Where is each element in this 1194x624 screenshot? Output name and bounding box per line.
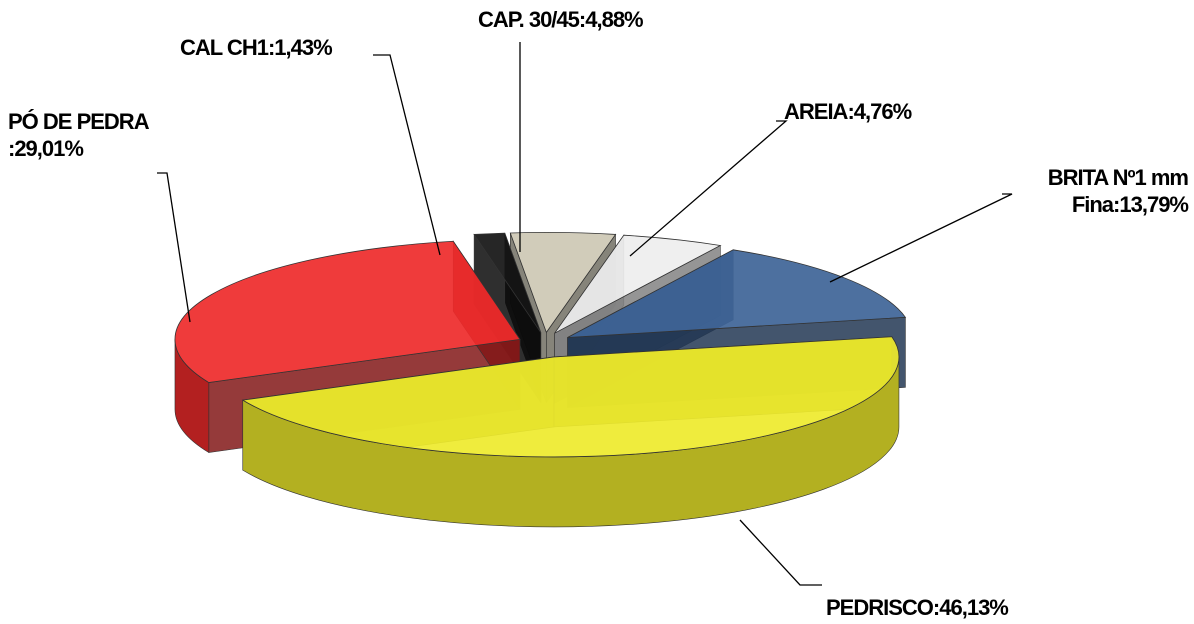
value-label: :46,13% <box>932 595 1009 620</box>
leader-line <box>157 172 191 323</box>
category-label: AREIA <box>784 99 848 124</box>
leader-line <box>829 193 1013 283</box>
slice-top <box>241 336 900 458</box>
slice-label: BRITA Nº1 mm Fina:13,79% <box>998 164 1189 218</box>
slice-top <box>509 232 617 334</box>
category-label: CAP. 30/45 <box>478 7 580 32</box>
slice <box>241 336 900 528</box>
slice-top <box>554 234 722 334</box>
leader-line <box>373 54 441 256</box>
category-label: PÓ DE PEDRA <box>8 109 150 134</box>
slice-label: AREIA:4,76% <box>784 98 912 125</box>
slice-top <box>473 232 542 333</box>
value-label: :1,43% <box>267 35 333 60</box>
leader-line <box>739 519 822 586</box>
slice-label: CAP. 30/45:4,88% <box>478 6 644 33</box>
slice-label: CAL CH1:1,43% <box>180 34 333 61</box>
category-label: BRITA Nº1 mm Fina <box>1047 165 1189 217</box>
slice-label: PEDRISCO:46,13% <box>826 594 1009 621</box>
slice-top <box>174 240 521 383</box>
leader-line <box>629 120 788 257</box>
category-label: PEDRISCO <box>826 595 934 620</box>
value-label: :4,76% <box>847 99 912 124</box>
value-label: :13,79% <box>1113 192 1189 217</box>
category-label: CAL CH1 <box>180 35 269 60</box>
slice-label: PÓ DE PEDRA:29,01% <box>8 108 150 162</box>
slice-top <box>567 249 907 338</box>
value-label: :4,88% <box>578 7 644 32</box>
value-label: :29,01% <box>8 136 84 161</box>
